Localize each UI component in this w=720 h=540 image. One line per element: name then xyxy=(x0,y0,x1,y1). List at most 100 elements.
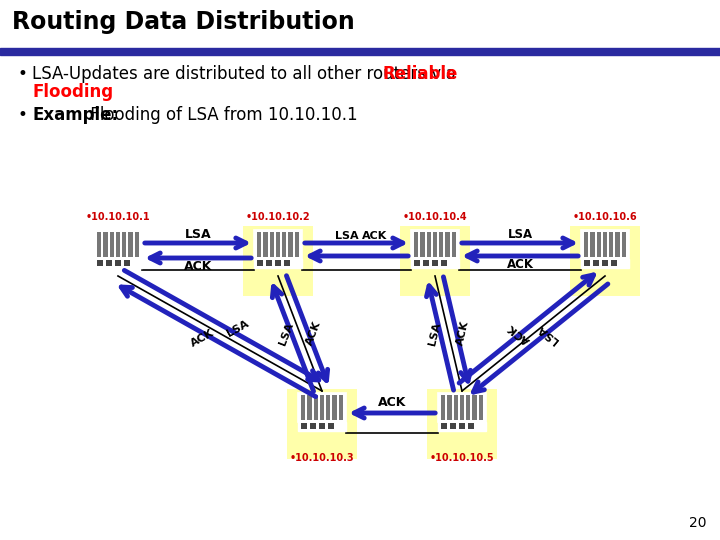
Bar xyxy=(466,395,470,420)
Bar xyxy=(451,232,456,256)
Bar xyxy=(439,232,444,256)
Bar xyxy=(590,232,595,256)
Text: •: • xyxy=(18,106,28,124)
Bar xyxy=(454,395,458,420)
Bar xyxy=(459,423,465,429)
Bar xyxy=(450,423,456,429)
Bar xyxy=(314,395,318,420)
Bar xyxy=(307,395,312,420)
Bar xyxy=(109,232,114,256)
Bar xyxy=(581,230,629,259)
Text: •10.10.10.5: •10.10.10.5 xyxy=(430,453,495,463)
Text: Routing Data Distribution: Routing Data Distribution xyxy=(12,10,355,34)
Bar xyxy=(135,232,139,256)
Bar xyxy=(276,232,280,256)
Text: LSA: LSA xyxy=(535,322,560,345)
Bar xyxy=(287,389,357,459)
Bar xyxy=(97,260,104,266)
Bar xyxy=(333,395,337,420)
Text: •10.10.10.4: •10.10.10.4 xyxy=(402,212,467,222)
Bar xyxy=(254,259,302,268)
Bar xyxy=(423,260,429,266)
Text: LSA: LSA xyxy=(185,228,211,241)
Text: Example:: Example: xyxy=(32,106,118,124)
Text: ACK: ACK xyxy=(184,260,212,273)
Bar xyxy=(438,393,486,422)
Bar xyxy=(400,226,470,296)
Bar xyxy=(269,232,274,256)
Bar xyxy=(609,232,613,256)
Bar xyxy=(433,232,437,256)
Text: •10.10.10.1: •10.10.10.1 xyxy=(86,212,150,222)
Bar xyxy=(602,260,608,266)
Text: ACK: ACK xyxy=(507,322,533,345)
Text: Flooding of LSA from 10.10.10.1: Flooding of LSA from 10.10.10.1 xyxy=(85,106,358,124)
Bar xyxy=(446,232,450,256)
Bar xyxy=(301,395,305,420)
Bar xyxy=(611,260,617,266)
Bar xyxy=(264,232,268,256)
Text: LSA-Updates are distributed to all other routers via: LSA-Updates are distributed to all other… xyxy=(32,65,461,83)
Text: LSA: LSA xyxy=(508,228,533,241)
Bar xyxy=(438,422,486,431)
Bar xyxy=(468,423,474,429)
Bar xyxy=(282,232,287,256)
Bar xyxy=(257,232,261,256)
Text: ACK: ACK xyxy=(305,320,323,347)
Bar xyxy=(284,260,290,266)
Text: •10.10.10.2: •10.10.10.2 xyxy=(246,212,310,222)
Bar xyxy=(441,395,445,420)
Bar xyxy=(570,226,640,296)
Text: Flooding: Flooding xyxy=(32,83,113,101)
Bar xyxy=(593,260,600,266)
Bar xyxy=(301,423,307,429)
Bar xyxy=(479,395,483,420)
Bar xyxy=(621,232,626,256)
Bar xyxy=(266,260,272,266)
Bar xyxy=(472,395,477,420)
Text: Reliable: Reliable xyxy=(383,65,458,83)
Bar xyxy=(584,232,588,256)
Bar xyxy=(257,260,264,266)
Bar xyxy=(124,260,130,266)
Bar xyxy=(294,232,299,256)
Bar xyxy=(441,260,447,266)
Bar xyxy=(310,423,316,429)
Bar xyxy=(581,259,629,268)
Bar xyxy=(441,423,447,429)
Bar xyxy=(447,395,451,420)
Bar xyxy=(414,232,418,256)
Text: •10.10.10.3: •10.10.10.3 xyxy=(289,453,354,463)
Bar xyxy=(254,230,302,259)
Bar xyxy=(460,395,464,420)
Bar xyxy=(603,232,607,256)
Text: ACK: ACK xyxy=(189,328,215,349)
Bar xyxy=(298,393,346,422)
Bar xyxy=(411,259,459,268)
Bar xyxy=(597,232,601,256)
Text: 20: 20 xyxy=(688,516,706,530)
Bar xyxy=(103,232,107,256)
Text: LSA: LSA xyxy=(335,231,359,241)
Bar xyxy=(584,260,590,266)
Text: LSA: LSA xyxy=(277,321,295,346)
Text: ACK: ACK xyxy=(506,258,534,271)
Bar xyxy=(0,48,720,55)
Bar xyxy=(116,232,120,256)
Bar xyxy=(97,232,102,256)
Text: •10.10.10.6: •10.10.10.6 xyxy=(572,212,637,222)
Bar xyxy=(420,232,425,256)
Text: ACK: ACK xyxy=(378,396,406,409)
Bar xyxy=(106,260,112,266)
Text: LSA: LSA xyxy=(225,319,251,339)
Bar xyxy=(414,260,420,266)
Bar xyxy=(328,423,334,429)
Bar xyxy=(298,422,346,431)
Text: ACK: ACK xyxy=(455,320,470,347)
Bar xyxy=(128,232,132,256)
Text: •: • xyxy=(18,65,28,83)
Bar xyxy=(243,226,313,296)
Bar xyxy=(338,395,343,420)
Bar xyxy=(411,230,459,259)
Bar xyxy=(432,260,438,266)
